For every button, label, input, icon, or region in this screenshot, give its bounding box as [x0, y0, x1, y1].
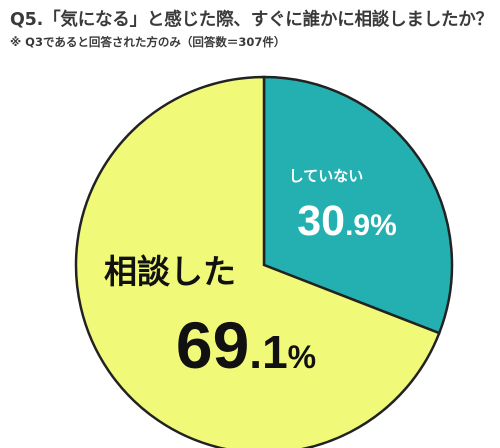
slice-label-not-consulted: していない	[289, 168, 364, 185]
pie-slice-not-consulted	[262, 75, 454, 335]
slice-value-consulted: 69.1%	[176, 308, 316, 382]
slice-value-not-consulted: 30.9%	[297, 197, 397, 245]
chart-title: Q5.「気になる」と感じた際、すぐに誰かに相談しましたか？	[10, 10, 493, 30]
slice-value-unit-not-consulted: %	[370, 209, 397, 242]
slice-value-dec-consulted: .1	[249, 326, 287, 378]
slice-value-unit-consulted: %	[288, 339, 316, 375]
pie-slice-consulted	[74, 75, 441, 448]
slice-label-consulted: 相談した	[104, 253, 236, 290]
chart-subtitle: ※ Q3であると回答された方のみ（回答数＝307件）	[10, 35, 286, 49]
pie-slices	[74, 75, 454, 448]
slice-value-int-not-consulted: 30	[297, 197, 345, 245]
slice-value-dec-not-consulted: .9	[345, 209, 370, 242]
slice-value-int-consulted: 69	[176, 308, 249, 382]
